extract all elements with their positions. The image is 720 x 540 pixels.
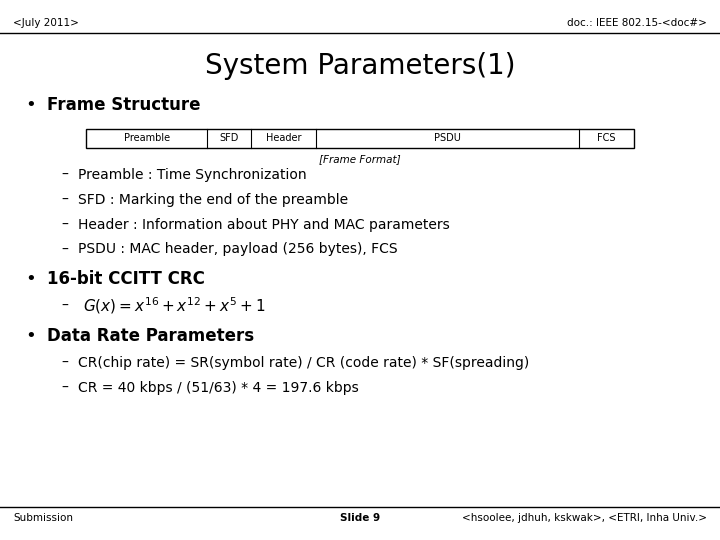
Text: Slide 9: Slide 9 [340, 514, 380, 523]
Text: –: – [61, 381, 68, 395]
Text: doc.: IEEE 802.15-<doc#>: doc.: IEEE 802.15-<doc#> [567, 18, 707, 28]
Text: PSDU: PSDU [434, 133, 461, 143]
Text: <hsoolee, jdhuh, kskwak>, <ETRI, Inha Univ.>: <hsoolee, jdhuh, kskwak>, <ETRI, Inha Un… [462, 514, 707, 523]
Text: •: • [25, 327, 36, 345]
Text: –: – [61, 299, 68, 313]
Text: –: – [61, 168, 68, 182]
Text: Preamble : Time Synchronization: Preamble : Time Synchronization [78, 168, 307, 182]
Text: •: • [25, 269, 36, 288]
Text: –: – [61, 242, 68, 256]
Text: Frame Structure: Frame Structure [47, 96, 200, 114]
Text: [Frame Format]: [Frame Format] [319, 154, 401, 165]
Text: <July 2011>: <July 2011> [13, 18, 78, 28]
Text: •: • [25, 96, 36, 114]
Text: Header : Information about PHY and MAC parameters: Header : Information about PHY and MAC p… [78, 218, 449, 232]
Text: CR(chip rate) = SR(symbol rate) / CR (code rate) * SF(spreading): CR(chip rate) = SR(symbol rate) / CR (co… [78, 356, 529, 370]
Text: System Parameters(1): System Parameters(1) [204, 52, 516, 80]
Text: Preamble: Preamble [124, 133, 170, 143]
Text: –: – [61, 193, 68, 207]
Bar [86, 129, 634, 148]
Text: –: – [61, 356, 68, 370]
Text: Data Rate Parameters: Data Rate Parameters [47, 327, 254, 345]
Text: –: – [61, 218, 68, 232]
Text: 16-bit CCITT CRC: 16-bit CCITT CRC [47, 269, 204, 288]
Text: Submission: Submission [13, 514, 73, 523]
Text: $G(x)=x^{16}+x^{12}+x^5+1$: $G(x)=x^{16}+x^{12}+x^5+1$ [83, 295, 265, 316]
Text: SFD : Marking the end of the preamble: SFD : Marking the end of the preamble [78, 193, 348, 207]
Text: FCS: FCS [597, 133, 616, 143]
Text: CR = 40 kbps / (51/63) * 4 = 197.6 kbps: CR = 40 kbps / (51/63) * 4 = 197.6 kbps [78, 381, 359, 395]
Text: Header: Header [266, 133, 301, 143]
Text: SFD: SFD [219, 133, 238, 143]
Text: PSDU : MAC header, payload (256 bytes), FCS: PSDU : MAC header, payload (256 bytes), … [78, 242, 397, 256]
